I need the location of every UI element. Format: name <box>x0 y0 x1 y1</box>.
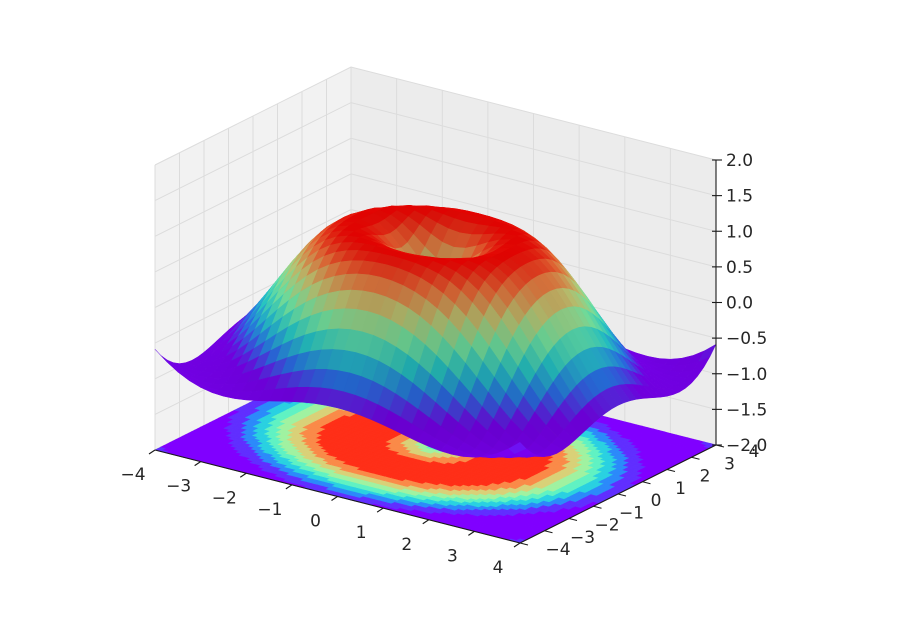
z-gridline <box>154 102 717 202</box>
surface-mesh <box>154 205 717 459</box>
z-gridline <box>154 208 717 308</box>
z-gridline <box>154 173 717 273</box>
z-gridline <box>154 137 717 237</box>
z-gridline <box>154 66 717 166</box>
